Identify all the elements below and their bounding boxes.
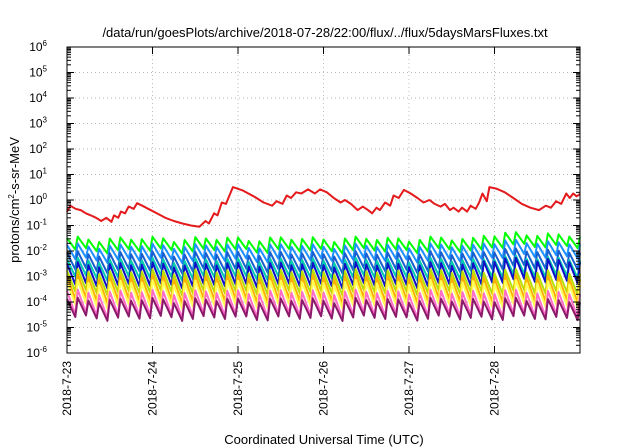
y-tick-label: 103 [29,116,47,131]
series-line [66,273,581,305]
x-tick-label: 2018-7-24 [146,361,160,416]
y-tick-exponent: 2 [43,141,48,150]
y-axis-label-unit: -s-sr-MeV [7,137,22,194]
y-tick-base: 10 [29,91,43,105]
y-tick-label: 10-2 [27,243,48,258]
y-tick-label: 10-3 [27,269,48,284]
y-tick-exponent: -6 [40,345,48,354]
y-tick-base: 10 [29,40,43,54]
y-tick-exponent: -3 [40,269,48,278]
y-tick-exponent: -4 [40,294,48,303]
series-line [66,296,581,322]
y-tick-exponent: 4 [43,90,48,99]
series-line [66,268,581,297]
series-line [66,254,581,282]
y-tick-base: 10 [27,270,41,284]
x-tick-label: 2018-7-28 [488,361,502,416]
y-tick-base: 10 [27,346,41,360]
series-line [66,256,581,290]
y-tick-exponent: -1 [40,218,48,227]
y-tick-labels: 10-610-510-410-310-210-11001011021031041… [27,39,48,360]
y-axis-label-superscript: 2 [7,194,16,199]
x-tick-label: 2018-7-23 [60,361,74,416]
y-axis-label: protons/cm2-s-sr-MeV [7,137,22,263]
y-axis-label-main: protons/cm [7,199,22,263]
y-tick-base: 10 [29,117,43,131]
x-axis-label: Coordinated Universal Time (UTC) [224,432,423,447]
series-line [66,231,581,255]
plot-frame [66,46,581,354]
y-tick-exponent: -2 [40,243,48,252]
chart-title: /data/run/goesPlots/archive/2018-07-28/2… [102,25,548,40]
y-tick-label: 106 [29,39,47,54]
series-line [66,288,581,320]
axis-ticks [66,46,580,354]
x-tick-label: 2018-7-26 [317,361,331,416]
y-tick-label: 10-4 [27,294,48,309]
y-tick-exponent: 1 [43,167,48,176]
y-tick-base: 10 [29,168,43,182]
y-tick-label: 100 [29,192,47,207]
y-tick-label: 104 [29,90,47,105]
y-tick-exponent: 5 [43,65,48,74]
y-tick-base: 10 [29,142,43,156]
series-line [66,186,581,228]
y-tick-exponent: 3 [43,116,48,125]
y-tick-base: 10 [27,295,41,309]
data-series-group [66,186,581,322]
y-tick-exponent: -5 [40,320,48,329]
x-tick-labels: 2018-7-23 2018-7-24 2018-7-25 2018-7-26 2018… [60,361,502,416]
y-tick-base: 10 [27,244,41,258]
y-tick-base: 10 [29,193,43,207]
x-tick-label: 2018-7-27 [402,361,416,416]
y-tick-label: 10-5 [27,320,48,335]
series-line [66,278,581,310]
y-tick-label: 10-1 [27,218,48,233]
y-tick-base: 10 [29,66,43,80]
x-tick-label: 2018-7-25 [231,361,245,416]
y-tick-label: 10-6 [27,345,48,360]
y-tick-base: 10 [27,321,41,335]
y-tick-label: 102 [29,141,47,156]
y-tick-base: 10 [27,219,41,233]
y-tick-label: 101 [29,167,47,182]
y-tick-exponent: 6 [43,39,48,48]
y-tick-exponent: 0 [43,192,48,201]
series-line [66,238,581,265]
series-line [66,247,581,275]
y-tick-label: 105 [29,65,47,80]
